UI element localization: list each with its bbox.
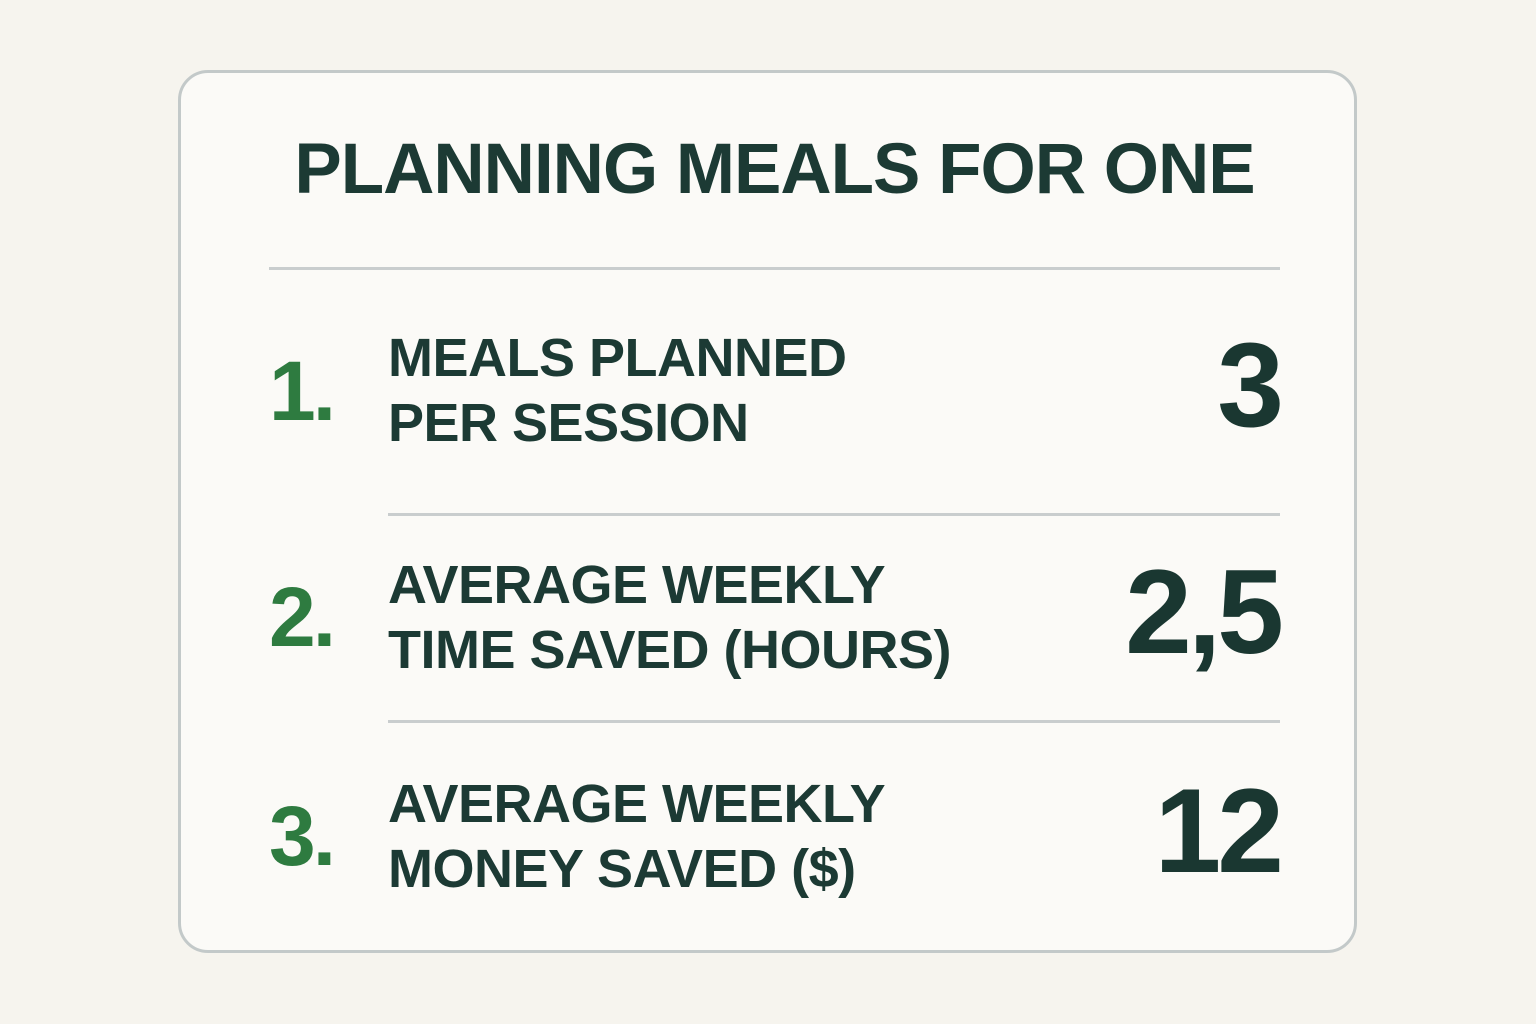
stat-value: 2,5 — [1125, 544, 1284, 679]
row-divider-1 — [388, 512, 1280, 516]
stat-label-line1: MEALS PLANNED — [388, 328, 847, 389]
stat-row-meals-planned: 1. MEALS PLANNED PER SESSION 3 — [269, 270, 1284, 513]
row-divider-2 — [388, 720, 1280, 724]
stats-card: PLANNING MEALS FOR ONE 1. MEALS PLANNED … — [178, 70, 1357, 953]
stat-number: 2. — [269, 570, 336, 665]
stat-label-line2: PER SESSION — [388, 393, 749, 454]
stat-row-money-saved: 3. AVERAGE WEEKLY MONEY SAVED ($) 12 — [269, 723, 1284, 950]
card-title: PLANNING MEALS FOR ONE — [294, 130, 1255, 210]
stat-label-line2: TIME SAVED (HOURS) — [388, 619, 952, 680]
stat-label-line2: MONEY SAVED ($) — [388, 838, 856, 899]
stat-label: AVERAGE WEEKLY TIME SAVED (HOURS) — [388, 553, 1125, 683]
stat-label: MEALS PLANNED PER SESSION — [388, 326, 1217, 456]
stat-value: 12 — [1154, 763, 1284, 898]
stat-number: 1. — [269, 343, 336, 438]
stat-number: 3. — [269, 789, 336, 884]
stat-label-line1: AVERAGE WEEKLY — [388, 773, 886, 834]
stat-value: 3 — [1217, 318, 1284, 453]
stat-label-line1: AVERAGE WEEKLY — [388, 555, 886, 616]
stat-label: AVERAGE WEEKLY MONEY SAVED ($) — [388, 772, 1155, 902]
stat-row-time-saved: 2. AVERAGE WEEKLY TIME SAVED (HOURS) 2,5 — [269, 516, 1284, 721]
title-divider — [269, 266, 1280, 270]
